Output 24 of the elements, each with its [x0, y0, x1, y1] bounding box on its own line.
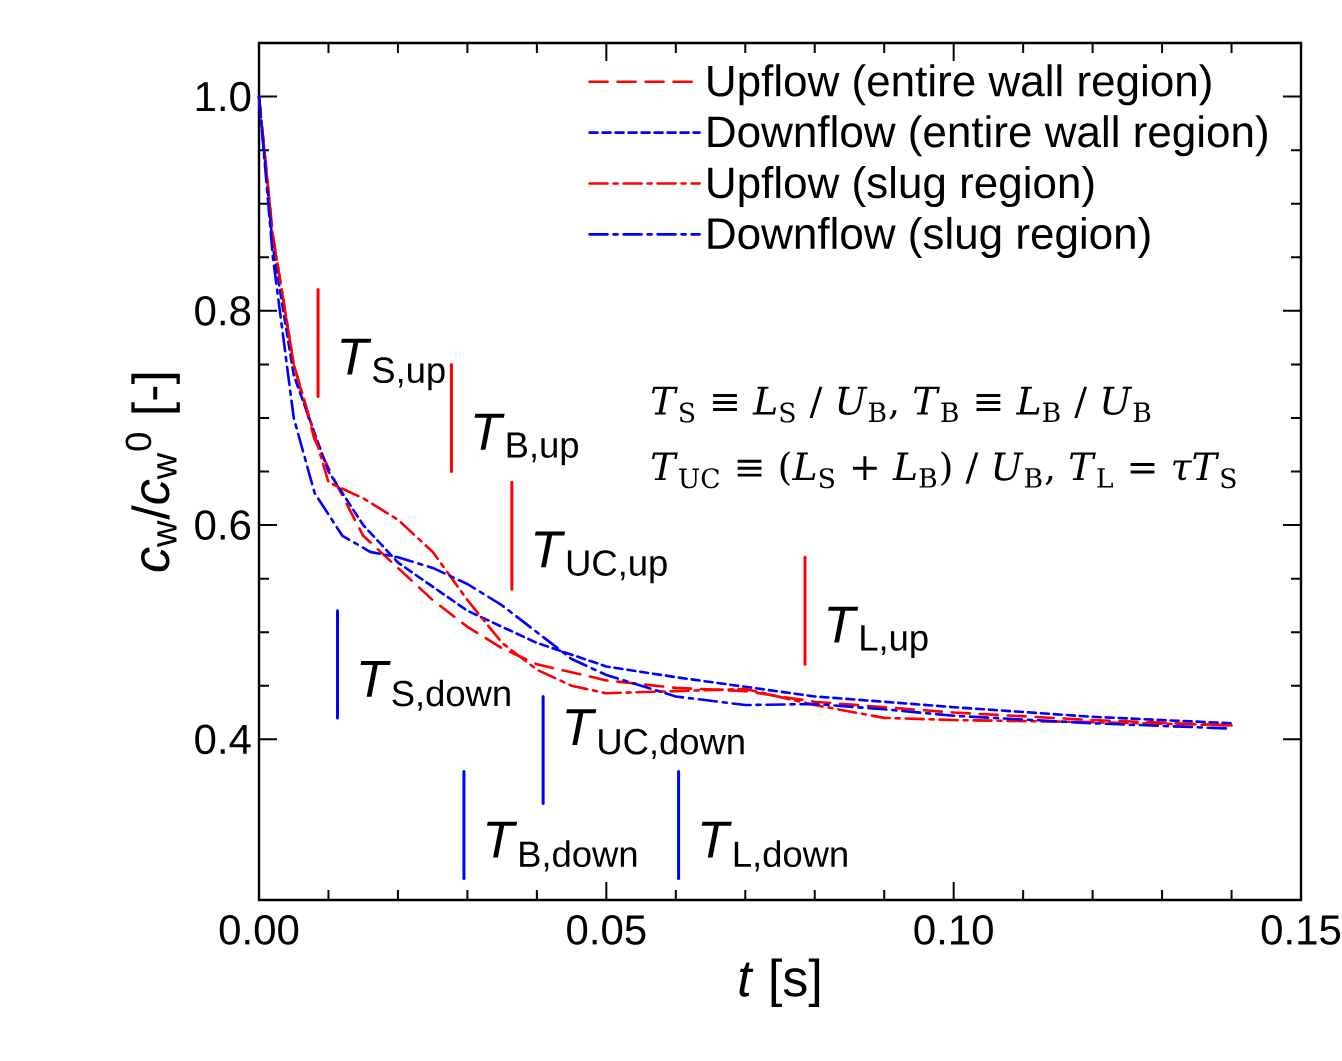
annotation: T$_{UC,down}$ — [566, 709, 744, 759]
annotation: T$_{L,down}$ — [701, 821, 847, 872]
legend-label: Upflow (slug region) — [708, 166, 1094, 208]
annotation: T$_{UC,up}$ — [534, 531, 667, 584]
legend-label: Downflow (entire wall region) — [708, 115, 1267, 157]
y-tick-label: 0.6 — [195, 510, 251, 540]
x-tick-label: 0.15 — [1261, 915, 1341, 945]
y-axis-title: c$_{w}$/c$_{w}$$^{0}$ [-] — [125, 373, 180, 572]
x-tick-label: 0.05 — [567, 915, 646, 945]
text: T$_{S}$ ≡ L$_{S}$ / U$_{B}$, T$_{B}$ ≡ L$_{B}$ / U$_{B}$ — [651, 386, 1151, 423]
y-tick-label: 1.0 — [196, 81, 251, 112]
annotation: T$_{B,up}$ — [474, 413, 578, 466]
text: T$_{UC}$ ≡ (L$_{S}$ + L$_{B}$) / U$_{B}$, T$_{L}$ = τT$_{S}$ — [651, 451, 1236, 489]
x-tick-label: 0.10 — [914, 915, 993, 945]
legend-label: Downflow (slug region) — [708, 216, 1150, 258]
y-tick-label: 0.4 — [195, 724, 251, 755]
annotation: T$_{S,up}$ — [341, 338, 445, 391]
annotation: T$_{S,down}$ — [360, 661, 510, 711]
y-tick-label: 0.8 — [195, 295, 251, 326]
x-tick-label: 0.00 — [219, 915, 299, 945]
annotation: T$_{B,down}$ — [487, 821, 637, 872]
annotation: T$_{L,up}$ — [828, 606, 928, 658]
legend-label: Upflow (entire wall region) — [708, 64, 1211, 106]
x-axis-title: t [s] — [739, 958, 820, 1007]
